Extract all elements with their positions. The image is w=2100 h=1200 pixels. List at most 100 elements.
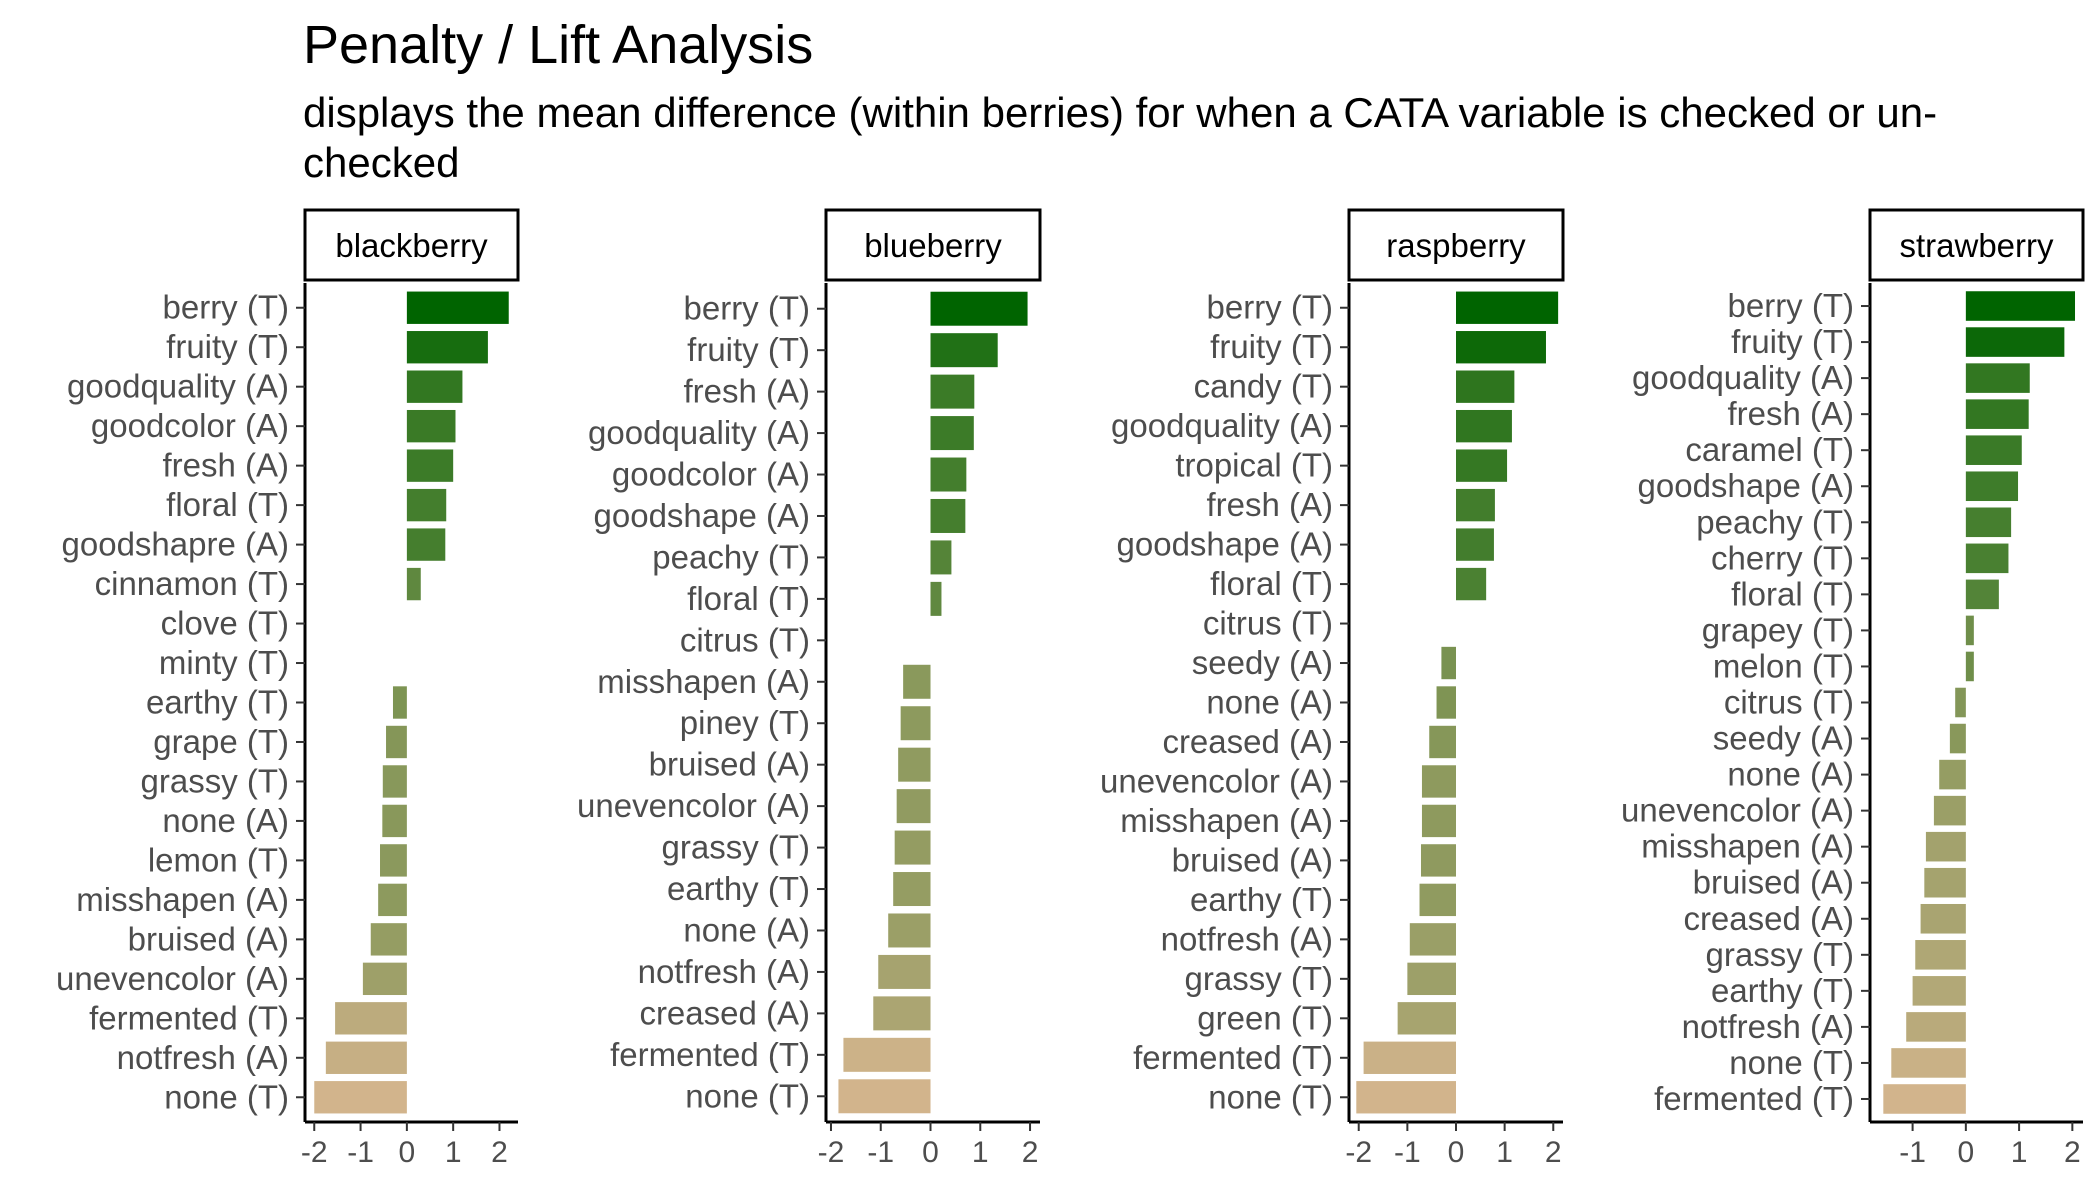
x-tick-label: 1 <box>972 1136 989 1169</box>
category-label: fermented (T) <box>89 999 289 1036</box>
bar <box>1429 725 1456 759</box>
category-label: berry (T) <box>684 290 811 327</box>
bar <box>930 374 975 409</box>
category-label: fruity (T) <box>1731 323 1854 360</box>
bar <box>1456 449 1508 482</box>
category-label: goodquality (A) <box>588 414 810 451</box>
category-label: cinnamon (T) <box>95 565 289 602</box>
bar <box>930 416 974 451</box>
bar <box>1939 759 1966 790</box>
bar <box>1965 399 2029 429</box>
bar <box>1456 567 1487 601</box>
facet-strip-label: blackberry <box>335 227 488 264</box>
facet-blackberry: blackberry berry (T)fruity (T)goodquality… <box>56 208 520 1169</box>
category-label: misshapen (A) <box>1120 802 1333 839</box>
bar <box>930 581 942 616</box>
x-tick-label: 0 <box>1958 1136 1975 1169</box>
x-tick-label: -1 <box>1899 1136 1926 1169</box>
category-label: unevencolor (A) <box>1621 792 1854 829</box>
bar <box>1965 291 2076 321</box>
category-label: grassy (T) <box>662 829 811 866</box>
bar <box>406 449 454 482</box>
x-tick-label: 1 <box>445 1136 462 1169</box>
category-label: fruity (T) <box>166 328 289 365</box>
bar <box>1965 471 2019 502</box>
bar <box>1933 795 1966 826</box>
category-label: none (A) <box>162 802 289 839</box>
bar <box>314 1081 407 1114</box>
category-label: floral (T) <box>166 486 289 523</box>
bar <box>930 333 998 368</box>
category-label: none (T) <box>1208 1078 1333 1115</box>
category-label: creased (A) <box>1683 900 1854 937</box>
category-label: berry (T) <box>163 289 290 326</box>
category-label: grapey (T) <box>1702 611 1854 648</box>
category-label: goodcolor (A) <box>91 407 289 444</box>
category-label: candy (T) <box>1194 368 1333 405</box>
bar <box>1407 962 1456 996</box>
category-label: fermented (T) <box>1654 1080 1854 1117</box>
bar <box>1965 651 1974 682</box>
bar <box>1925 831 1966 862</box>
category-label: melon (T) <box>1713 647 1854 684</box>
category-label: goodshape (A) <box>1117 526 1333 563</box>
category-label: goodshapre (A) <box>62 526 289 563</box>
bar <box>1456 528 1494 561</box>
category-label: grassy (T) <box>1185 960 1334 997</box>
x-tick-label: 0 <box>1448 1136 1465 1169</box>
bar <box>1965 615 1974 646</box>
chart-subtitle: displays the mean difference (within ber… <box>303 89 1938 186</box>
category-label: none (A) <box>1727 756 1854 793</box>
category-label: grassy (T) <box>1706 936 1855 973</box>
facet-strip <box>1347 208 1565 282</box>
category-label: tropical (T) <box>1175 447 1333 484</box>
category-label: misshapen (A) <box>76 881 289 918</box>
category-label: misshapen (A) <box>1641 828 1854 865</box>
bar <box>898 747 931 782</box>
bar <box>893 872 931 907</box>
bar <box>903 664 931 699</box>
category-label: notfresh (A) <box>117 1039 289 1076</box>
bar <box>930 291 1028 326</box>
category-label: notfresh (A) <box>1161 920 1333 957</box>
category-label: bruised (A) <box>649 746 810 783</box>
bar <box>406 331 488 364</box>
category-label: none (T) <box>164 1078 289 1115</box>
category-label: floral (T) <box>1731 575 1854 612</box>
bar <box>1924 867 1966 898</box>
x-tick-label: 1 <box>1496 1136 1513 1169</box>
category-label: earthy (T) <box>146 684 289 721</box>
bar <box>1409 923 1456 956</box>
category-label: floral (T) <box>687 580 810 617</box>
x-tick-label: -2 <box>1345 1136 1372 1169</box>
category-label: notfresh (A) <box>1682 1008 1854 1045</box>
category-label: fermented (T) <box>610 1036 810 1073</box>
category-label: earthy (T) <box>667 870 810 907</box>
facet-strip-label: raspberry <box>1386 227 1526 264</box>
category-label: none (T) <box>685 1077 810 1114</box>
bar <box>386 725 407 759</box>
bar <box>878 954 931 989</box>
bar <box>930 457 967 492</box>
category-label: goodcolor (A) <box>612 456 810 493</box>
category-label: fresh (A) <box>1727 395 1854 432</box>
category-label: fresh (A) <box>1206 486 1333 523</box>
bar <box>1363 1041 1456 1074</box>
category-label: seedy (A) <box>1192 644 1333 681</box>
facet-strawberry: strawberry berry (T)fruity (T)goodquality… <box>1621 208 2085 1169</box>
facet-strip-label: blueberry <box>864 227 1002 264</box>
bar <box>1912 976 1966 1006</box>
category-label: goodquality (A) <box>1632 359 1854 396</box>
bar <box>362 962 407 996</box>
category-label: unevencolor (A) <box>1100 762 1333 799</box>
facet-strip <box>824 208 1042 282</box>
bar <box>406 291 509 324</box>
bar <box>1965 435 2022 465</box>
category-label: citrus (T) <box>1724 684 1854 721</box>
bar <box>1949 723 1966 754</box>
bar <box>406 528 446 561</box>
x-tick-label: 2 <box>2064 1136 2081 1169</box>
bar <box>382 765 407 798</box>
chart-title: Penalty / Lift Analysis <box>303 15 814 75</box>
